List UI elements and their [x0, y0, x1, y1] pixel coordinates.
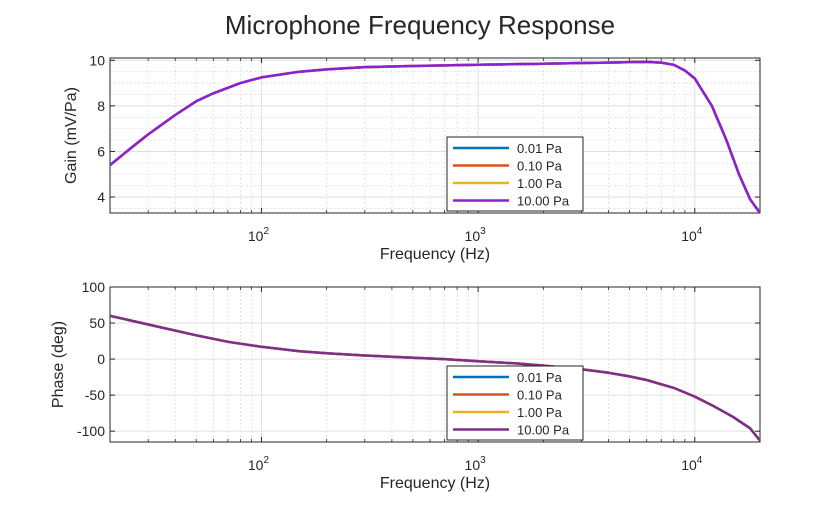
x-axis-label: Frequency (Hz)	[380, 475, 490, 492]
gain-axes: 102 103 104 4 6 8 10 Frequency (Hz) Gain (mV/Pa)…	[63, 52, 761, 263]
x-tick-label: 104	[681, 226, 703, 244]
legend-label: 1.00 Pa	[517, 176, 563, 191]
phase-legend: 0.01 Pa 0.10 Pa 1.00 Pa 10.00 Pa	[446, 365, 584, 441]
series-line	[110, 60, 760, 214]
phase-axes: 102 103 104 -100 -50 0 50 100 Frequency (Hz) Phas…	[50, 279, 761, 492]
legend-label: 0.10 Pa	[517, 388, 563, 403]
x-tick-label: 103	[465, 226, 487, 244]
figure-title: Microphone Frequency Response	[225, 10, 615, 40]
legend-label: 0.01 Pa	[517, 141, 563, 156]
legend-label: 0.10 Pa	[517, 159, 563, 174]
x-tick-label: 102	[248, 226, 270, 244]
series-line	[110, 60, 760, 214]
legend-label: 1.00 Pa	[517, 405, 563, 420]
x-tick-label: 103	[465, 455, 487, 473]
gain-legend: 0.01 Pa 0.10 Pa 1.00 Pa 10.00 Pa	[446, 136, 584, 212]
y-tick-label: 10	[89, 52, 105, 68]
series-line	[110, 60, 760, 214]
y-tick-label: 6	[97, 143, 105, 159]
series-line	[110, 314, 760, 442]
y-tick-label: -100	[77, 423, 105, 439]
legend-label: 10.00 Pa	[517, 423, 570, 438]
legend-box	[446, 136, 584, 212]
y-tick-label: -50	[85, 387, 105, 403]
y-tick-label: 8	[97, 98, 105, 114]
y-tick-label: 0	[97, 351, 105, 367]
y-tick-label: 50	[89, 315, 105, 331]
series-line	[110, 314, 760, 442]
legend-label: 0.01 Pa	[517, 370, 563, 385]
x-tick-label: 102	[248, 455, 270, 473]
y-axis-label: Phase (deg)	[50, 321, 67, 408]
y-axis-label: Gain (mV/Pa)	[63, 87, 80, 184]
series-line	[110, 60, 760, 214]
gain-axes-box	[109, 57, 761, 214]
x-tick-label: 104	[681, 455, 703, 473]
series-line	[110, 314, 760, 442]
legend-label: 10.00 Pa	[517, 194, 570, 209]
y-tick-label: 100	[82, 279, 106, 295]
legend-box	[446, 365, 584, 441]
phase-series-group	[110, 314, 760, 442]
x-axis-label: Frequency (Hz)	[380, 246, 490, 263]
series-line	[110, 314, 760, 442]
gain-series-group	[110, 60, 760, 214]
y-tick-label: 4	[97, 189, 105, 205]
phase-axes-box	[109, 286, 761, 443]
